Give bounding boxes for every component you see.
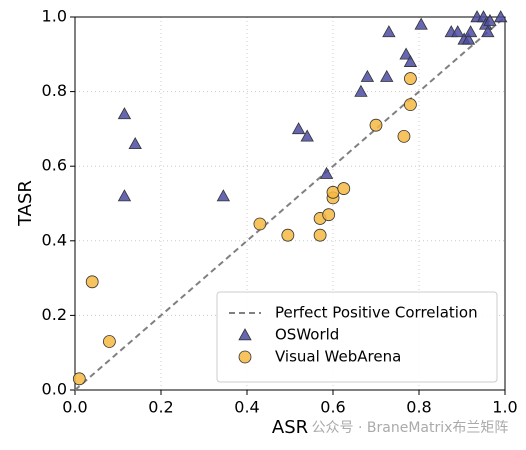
x-tick-label: 1.0 [492,398,517,417]
point [322,208,336,222]
point [128,136,142,150]
legend-symbol [238,328,252,341]
point [313,228,327,242]
point [300,129,314,142]
x-tick-label: 0.8 [406,398,431,417]
point [117,107,132,120]
y-tick-label: 0.6 [42,156,67,175]
point [483,13,497,26]
x-tick-label: 0.2 [148,398,173,417]
point [403,72,417,85]
point [463,25,478,38]
point [117,189,132,202]
point [103,335,116,348]
point [72,372,86,386]
legend-label: Visual WebArena [275,348,401,366]
x-tick-label: 0.0 [62,398,87,417]
legend-box [216,291,498,383]
point [291,122,306,135]
point [380,69,394,82]
point [360,69,375,82]
y-tick-label: 0.8 [42,81,67,100]
point [354,84,368,97]
point [337,182,351,195]
x-tick-label: 0.6 [320,398,345,417]
x-tick-label: 0.4 [234,398,259,417]
point [369,118,383,132]
legend-label: Perfect Positive Correlation [275,304,478,322]
point [281,228,295,242]
y-tick-label: 0.2 [42,305,67,324]
point [319,166,334,179]
y-axis-label: TASR [15,180,36,227]
reference-line [74,16,506,391]
y-tick-label: 1.0 [42,7,67,26]
point [451,25,465,38]
point [481,25,495,38]
point [494,10,508,23]
legend-symbol [238,350,252,364]
point [399,47,413,60]
point [403,54,418,67]
point [216,189,231,202]
x-axis-label: ASR [272,417,308,438]
point [403,98,417,112]
plot-frame [74,16,506,391]
point [326,185,340,199]
point [397,129,411,143]
point [253,217,267,231]
point [382,25,396,38]
y-tick-label: 0.4 [42,230,67,249]
point [414,17,428,30]
watermark: 公众号 · BraneMatrix布兰矩阵 [312,420,509,436]
point [85,275,99,289]
legend-label: OSWorld [275,326,339,344]
y-tick-label: 0.0 [42,380,67,399]
point [461,32,476,45]
